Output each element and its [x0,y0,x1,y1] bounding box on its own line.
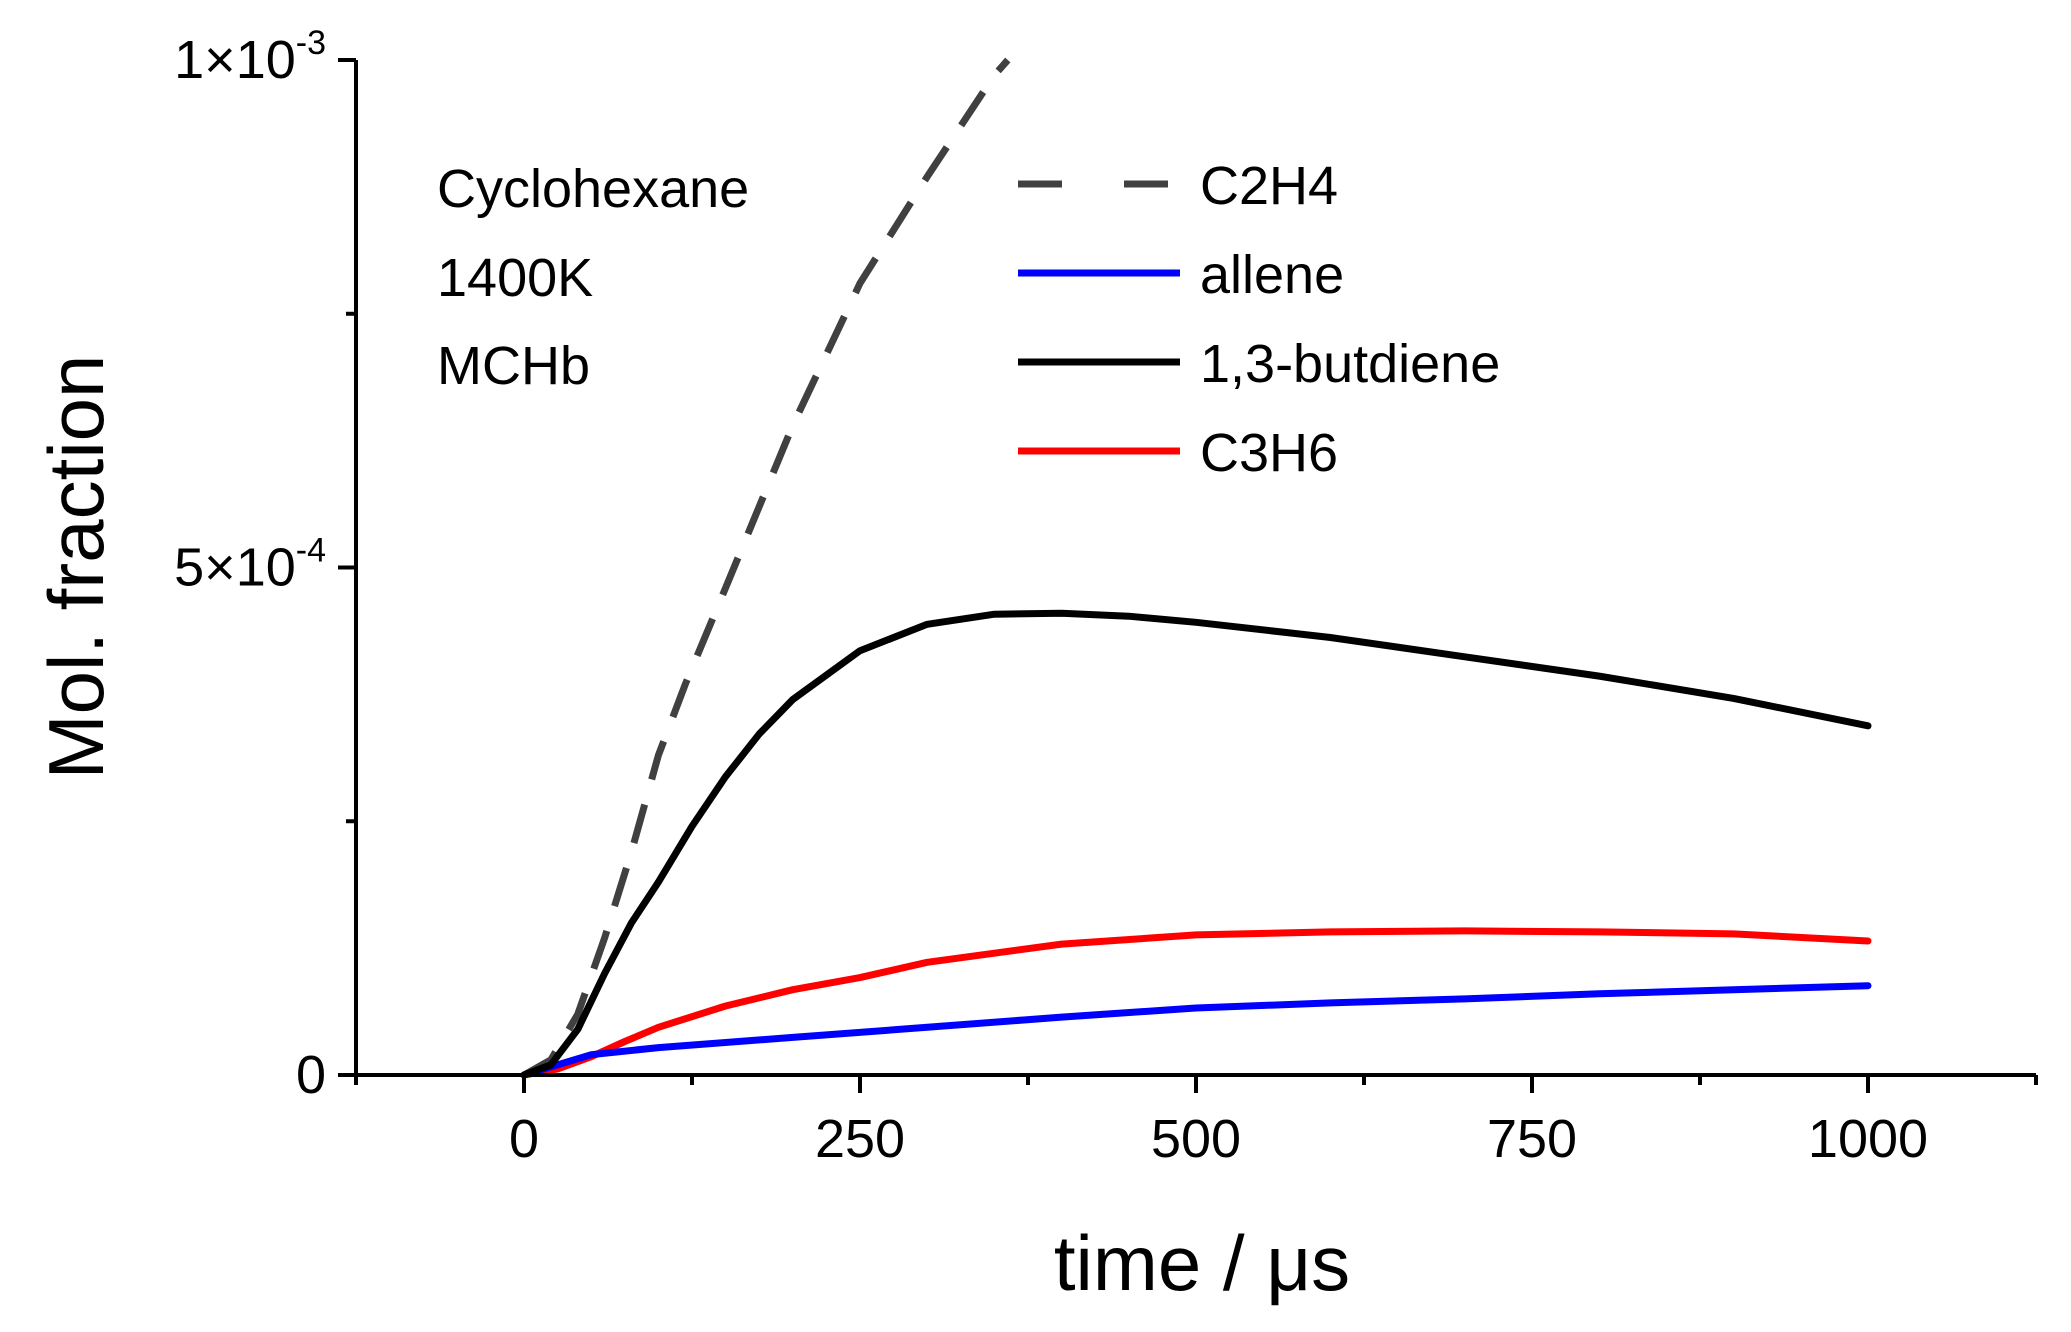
legend-label: C3H6 [1200,423,1338,483]
annotation-fuel: Cyclohexane [437,159,749,219]
x-tick-label: 750 [1487,1109,1577,1169]
legend-label: 1,3-butdiene [1200,334,1500,394]
legend-label: allene [1200,245,1344,305]
x-axis-title: time / μs [1054,1219,1350,1307]
y-axis-title: Mol. fraction [32,355,120,780]
series-line-c3h6 [520,927,1872,1079]
series-layer [520,57,1872,1079]
ticks [338,58,2038,1093]
annotation-temperature: 1400K [437,248,593,308]
x-tick-label: 0 [509,1109,539,1169]
x-tick-label: 500 [1151,1109,1241,1169]
x-tick-label: 250 [815,1109,905,1169]
y-tick-label: 1×10-3 [174,24,326,90]
legend-label: C2H4 [1200,156,1338,216]
y-tick-label: 5×10-4 [174,532,326,598]
tick-labels: 0 250 500 750 1000 0 5×10-4 1×10-3 [174,24,1928,1169]
x-tick-label: 1000 [1808,1109,1928,1169]
y-tick-label: 0 [296,1045,326,1105]
annotation-mechanism: MCHb [437,336,590,396]
series-line-c2h4 [522,57,1011,1079]
series-line-allene [520,982,1872,1079]
series-line-1-3-butdiene [520,609,1872,1079]
legend: C2H4 allene 1,3-butdiene C3H6 [1018,156,1500,483]
annotations: Cyclohexane 1400K MCHb [437,159,749,396]
